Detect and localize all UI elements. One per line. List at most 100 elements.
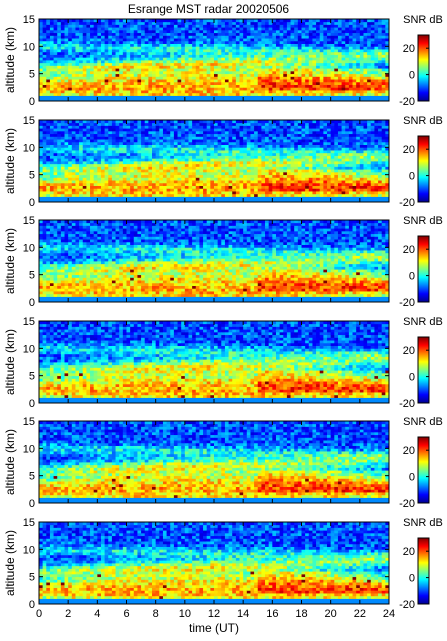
heatmap-cell (122, 193, 127, 197)
heatmap-cell (155, 193, 160, 197)
heatmap-cell (90, 161, 95, 165)
heatmap-cell (49, 199, 54, 203)
heatmap-cell (141, 136, 146, 140)
heatmap-cell (79, 90, 84, 94)
heatmap-cell (100, 49, 106, 53)
heatmap-cell (133, 171, 138, 176)
heatmap-cell (206, 81, 211, 85)
heatmap-cell (133, 54, 138, 58)
heatmap-cell (246, 54, 251, 58)
heatmap-cell (224, 185, 229, 189)
heatmap-cell (46, 32, 51, 36)
heatmap-cell (224, 177, 229, 181)
heatmap-cell (108, 81, 113, 85)
heatmap-cell (137, 130, 142, 135)
heatmap-cell (100, 81, 106, 85)
heatmap-cell (75, 79, 80, 83)
heatmap-cell (261, 150, 266, 154)
heatmap-cell (297, 60, 302, 64)
heatmap-cell (60, 32, 65, 36)
heatmap-cell (173, 174, 178, 178)
heatmap-cell (119, 144, 124, 148)
heatmap-cell (232, 130, 237, 135)
heatmap-cell (232, 79, 237, 83)
heatmap-cell (195, 79, 200, 83)
heatmap-cell (188, 161, 193, 165)
heatmap-cell (341, 49, 346, 53)
heatmap-cell (126, 155, 131, 159)
heatmap-cell (301, 84, 306, 88)
heatmap-cell (239, 95, 244, 99)
heatmap-cell (126, 81, 131, 85)
heatmap-cell (60, 19, 65, 23)
heatmap-cell (100, 191, 106, 195)
heatmap-cell (79, 49, 84, 53)
heatmap-cell (199, 92, 204, 96)
heatmap-cell (82, 90, 87, 94)
heatmap-cell (246, 38, 251, 42)
heatmap-cell (199, 46, 204, 50)
heatmap-cell (162, 32, 168, 36)
heatmap-cell (148, 144, 153, 148)
heatmap-cell (97, 185, 102, 189)
heatmap-cell (261, 166, 266, 170)
heatmap-cell (250, 62, 255, 66)
heatmap-cell (279, 79, 284, 83)
heatmap-cell (115, 147, 120, 151)
heatmap-cell (235, 35, 240, 39)
heatmap-cell (250, 98, 255, 102)
heatmap-cell (334, 65, 339, 69)
heatmap-cell (345, 95, 350, 99)
heatmap-cell (265, 43, 270, 47)
heatmap-cell (243, 185, 248, 189)
heatmap-cell (177, 49, 182, 53)
heatmap-cell (235, 191, 240, 195)
heatmap-cell (235, 174, 240, 178)
heatmap-cell (195, 182, 200, 186)
heatmap-cell (122, 19, 127, 23)
heatmap-cell (374, 54, 379, 58)
heatmap-cell (75, 51, 80, 55)
heatmap-cell (64, 144, 69, 148)
heatmap-cell (192, 62, 197, 66)
heatmap-cell (224, 95, 229, 99)
heatmap-cell (108, 152, 113, 156)
heatmap-cell (363, 32, 368, 36)
heatmap-cell (184, 122, 189, 126)
heatmap-cell (265, 161, 270, 165)
heatmap-cell (177, 169, 182, 173)
heatmap-cell (104, 46, 109, 50)
heatmap-cell (130, 120, 135, 124)
heatmap-cell (192, 70, 197, 75)
heatmap-cell (42, 76, 47, 80)
heatmap-cell (275, 152, 281, 156)
heatmap-cell (181, 38, 186, 42)
heatmap-cell (214, 81, 219, 85)
heatmap-cell (319, 24, 324, 28)
heatmap-cell (235, 98, 240, 102)
heatmap-cell (122, 62, 127, 66)
heatmap-cell (166, 43, 171, 47)
heatmap-cell (162, 70, 168, 75)
heatmap-cell (370, 65, 375, 69)
heatmap-cell (97, 92, 102, 96)
heatmap-cell (297, 90, 302, 94)
heatmap-cell (57, 141, 62, 145)
heatmap-cell (341, 62, 346, 66)
heatmap-cell (126, 92, 131, 96)
heatmap-cell (385, 32, 390, 36)
heatmap-cell (130, 79, 135, 83)
heatmap-cell (173, 150, 178, 154)
heatmap-cell (283, 95, 288, 99)
heatmap-cell (192, 38, 197, 42)
heatmap-cell (86, 185, 91, 189)
heatmap-cell (86, 57, 91, 61)
heatmap-cell (250, 81, 255, 85)
heatmap-cell (100, 193, 106, 197)
heatmap-cell (301, 43, 306, 47)
heatmap-cell (159, 62, 164, 66)
heatmap-cell (308, 29, 313, 34)
heatmap-cell (239, 35, 244, 39)
heatmap-cell (79, 62, 84, 66)
heatmap-cell (188, 188, 193, 192)
